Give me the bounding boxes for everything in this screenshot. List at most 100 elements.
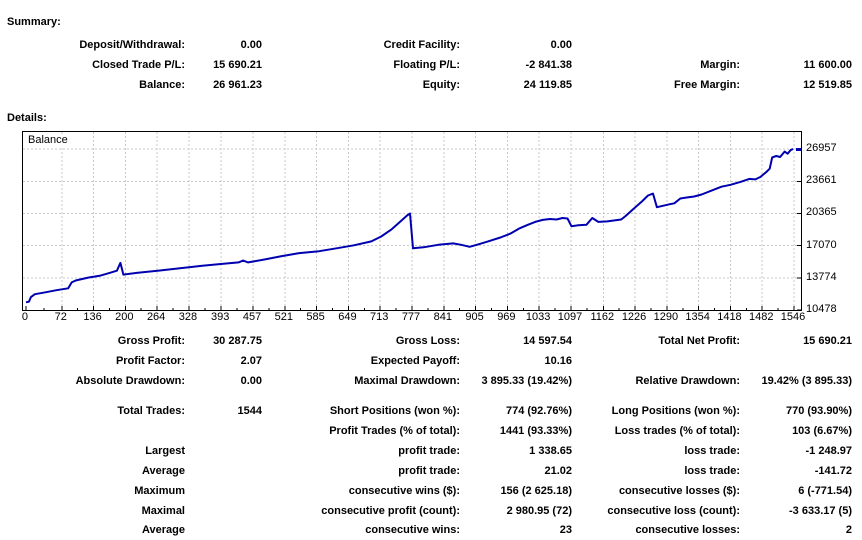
stat-label: Average: [141, 524, 185, 536]
stat-label: Gross Loss:: [395, 335, 460, 347]
y-axis-tick-label: 17070: [806, 238, 837, 251]
stat-value: -2 841.38: [525, 59, 572, 71]
x-axis-tick-label: 72: [54, 311, 67, 323]
stat-label: Equity:: [422, 79, 460, 91]
balance-chart: Balance: [22, 131, 802, 311]
stat-label: Relative Drawdown:: [635, 375, 740, 387]
stat-label: consecutive loss (count):: [607, 505, 740, 517]
x-axis-tick-label: 649: [338, 311, 357, 323]
x-axis-tick-label: 457: [242, 311, 262, 323]
stat-value: 0.00: [240, 39, 262, 51]
stat-value: 14 597.54: [523, 335, 572, 347]
stat-label: Deposit/Withdrawal:: [79, 39, 185, 51]
stat-value: 774 (92.76%): [505, 405, 572, 417]
x-axis-tick-label: 1290: [653, 311, 679, 323]
stat-label: Profit Factor:: [115, 355, 185, 367]
x-axis-tick-label: 841: [433, 311, 452, 323]
stat-value: 0.00: [550, 39, 572, 51]
stat-label: consecutive profit (count):: [321, 505, 460, 517]
stat-value: 12 519.85: [803, 79, 852, 91]
stat-value: 1 338.65: [529, 445, 572, 457]
stat-value: 770 (93.90%): [785, 405, 852, 417]
stat-label: Closed Trade P/L:: [92, 59, 185, 71]
stat-value: 15 690.21: [803, 335, 852, 347]
x-axis-tick-label: 969: [497, 311, 516, 323]
y-axis-tick-label: 20365: [806, 206, 837, 219]
stat-value: 19.42% (3 895.33): [761, 375, 852, 387]
stat-label: Balance:: [139, 79, 185, 91]
stat-value: -141.72: [814, 465, 852, 477]
y-axis-tick-label: 26957: [806, 142, 837, 155]
stat-label: Maximal: [141, 505, 185, 517]
summary-section-title: Summary:: [7, 16, 61, 28]
stat-label: Largest: [145, 445, 185, 457]
stat-label: Free Margin:: [673, 79, 740, 91]
x-axis-tick-label: 393: [211, 311, 230, 323]
stat-value: 11 600.00: [803, 59, 852, 71]
stat-label: consecutive wins:: [365, 524, 460, 536]
stat-value: -1 248.97: [805, 445, 852, 457]
x-axis-tick-label: 713: [370, 311, 389, 323]
stat-label: Absolute Drawdown:: [75, 375, 185, 387]
stat-label: loss trade:: [684, 445, 740, 457]
stat-value: 2 980.95 (72): [506, 505, 572, 517]
stat-label: Long Positions (won %):: [611, 405, 740, 417]
stat-label: Total Trades:: [117, 405, 185, 417]
balance-chart-canvas: [23, 132, 801, 310]
balance-line: [25, 148, 794, 304]
chart-series-label: Balance: [26, 134, 70, 146]
x-axis-tick-label: 1033: [525, 311, 551, 323]
y-axis-tick-label: 10478: [806, 303, 837, 315]
stat-label: consecutive losses ($):: [618, 485, 740, 497]
stat-value: 0.00: [240, 375, 262, 387]
x-axis-tick-label: 0: [21, 311, 29, 323]
stat-label: Average: [141, 465, 185, 477]
stat-label: Profit Trades (% of total):: [329, 425, 460, 437]
x-axis-tick-label: 200: [115, 311, 134, 323]
stat-label: Maximum: [134, 485, 185, 497]
x-axis-tick-label: 1418: [717, 311, 742, 323]
stat-value: 1441 (93.33%): [499, 425, 572, 437]
x-axis-tick-label: 328: [178, 311, 198, 323]
x-axis-tick-label: 585: [306, 311, 325, 323]
stat-value: -3 633.17 (5): [789, 505, 852, 517]
x-axis-tick-label: 777: [401, 311, 421, 323]
y-axis-tick-label: 23661: [806, 174, 837, 187]
stat-label: Gross Profit:: [117, 335, 185, 347]
x-axis-tick-label: 1482: [748, 311, 774, 323]
stat-value: 10.16: [544, 355, 572, 367]
stat-value: 26 961.23: [213, 79, 262, 91]
stat-value: 1544: [237, 405, 262, 417]
stat-label: Maximal Drawdown:: [354, 375, 460, 387]
x-axis-tick-label: 136: [83, 311, 102, 323]
stat-label: Credit Facility:: [383, 39, 460, 51]
stat-value: 21.02: [544, 465, 572, 477]
stat-label: consecutive losses:: [635, 524, 740, 536]
stat-value: 103 (6.67%): [792, 425, 852, 437]
stat-value: 23: [559, 524, 572, 536]
x-axis-tick-label: 905: [465, 311, 484, 323]
stat-value: 30 287.75: [213, 335, 262, 347]
x-axis-tick-label: 1226: [621, 311, 647, 323]
stat-value: 3 895.33 (19.42%): [481, 375, 572, 387]
stat-label: profit trade:: [398, 445, 460, 457]
stat-value: 24 119.85: [523, 79, 572, 91]
y-axis-tick-label: 13774: [806, 270, 837, 283]
stat-label: Total Net Profit:: [658, 335, 740, 347]
stat-label: profit trade:: [398, 465, 460, 477]
x-axis-tick-label: 1162: [590, 311, 615, 323]
stat-label: Margin:: [700, 59, 740, 71]
x-axis-tick-label: 1546: [780, 311, 806, 323]
stat-value: 2: [845, 524, 852, 536]
x-axis-tick-label: 1354: [685, 311, 710, 323]
stat-label: Loss trades (% of total):: [614, 425, 740, 437]
stat-value: 2.07: [240, 355, 262, 367]
stat-label: Floating P/L:: [393, 59, 460, 71]
stat-label: Short Positions (won %):: [329, 405, 460, 417]
stat-value: 6 (-771.54): [798, 485, 852, 497]
stat-label: Expected Payoff:: [370, 355, 460, 367]
details-section-title: Details:: [7, 112, 47, 124]
stat-value: 15 690.21: [213, 59, 262, 71]
current-balance-marker: [796, 148, 801, 151]
